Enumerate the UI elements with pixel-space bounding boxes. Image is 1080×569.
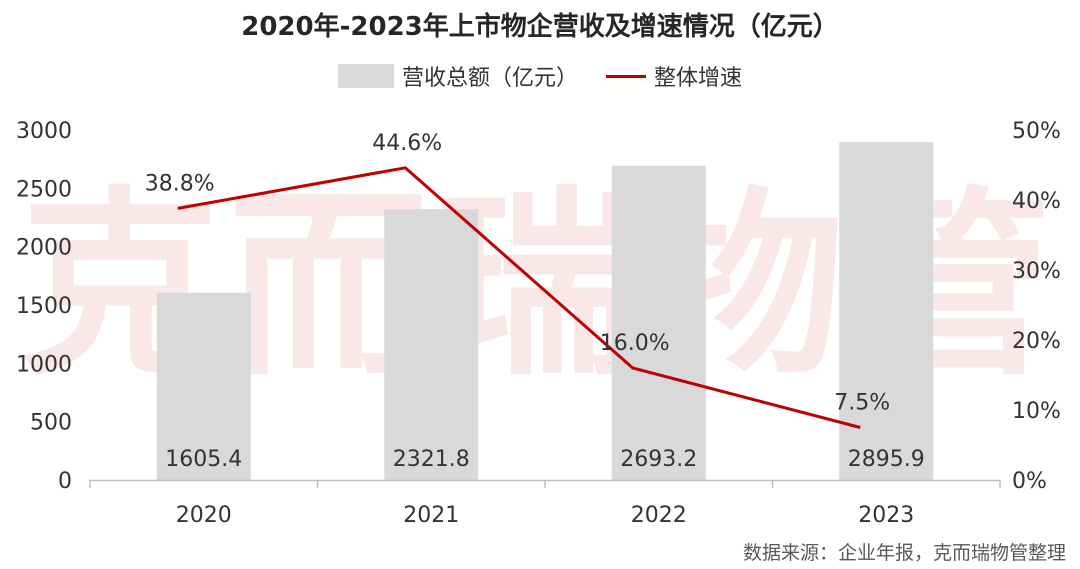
legend: 营收总额（亿元） 整体增速 bbox=[0, 60, 1080, 92]
growth-label-2022: 16.0% bbox=[600, 331, 670, 356]
bar-label-2021: 2321.8 bbox=[393, 447, 470, 472]
x-tick-label-2020: 2020 bbox=[176, 503, 232, 528]
y-tick-label: 2000 bbox=[16, 236, 72, 261]
bar-label-2022: 2693.2 bbox=[620, 447, 697, 472]
growth-label-2020: 38.8% bbox=[145, 171, 215, 196]
y-tick-label: 3000 bbox=[16, 119, 72, 144]
x-tick-label-2021: 2021 bbox=[403, 503, 459, 528]
y2-tick-label: 30% bbox=[1012, 259, 1061, 284]
y-tick-label: 2500 bbox=[16, 177, 72, 202]
growth-line bbox=[177, 166, 861, 429]
bar-2023 bbox=[839, 142, 934, 480]
x-tick-label-2023: 2023 bbox=[858, 503, 914, 528]
y2-tick-label: 20% bbox=[1012, 329, 1061, 354]
y2-tick-label: 50% bbox=[1012, 119, 1061, 144]
bar-label-2020: 1605.4 bbox=[165, 447, 242, 472]
x-tick-label-2022: 2022 bbox=[631, 503, 687, 528]
y-tick-label: 1000 bbox=[16, 352, 72, 377]
legend-item-growth: 整体增速 bbox=[606, 60, 742, 92]
bar-2022 bbox=[611, 165, 706, 480]
y-tick-label: 0 bbox=[58, 469, 72, 494]
y2-tick-label: 10% bbox=[1012, 399, 1061, 424]
y-tick-label: 500 bbox=[30, 411, 72, 436]
legend-swatch-bar bbox=[337, 64, 394, 88]
y-tick-label: 1500 bbox=[16, 294, 72, 319]
growth-label-2023: 7.5% bbox=[834, 391, 890, 416]
bar-2021 bbox=[384, 209, 479, 480]
y2-tick-label: 0% bbox=[1012, 469, 1047, 494]
data-source-note: 数据来源：企业年报，克而瑞物管整理 bbox=[742, 542, 1066, 564]
legend-item-revenue: 营收总额（亿元） bbox=[337, 60, 578, 92]
chart-title: 2020年-2023年上市物企营收及增速情况（亿元） bbox=[241, 12, 839, 42]
bar-2020 bbox=[156, 292, 251, 480]
bar-label-2023: 2895.9 bbox=[848, 447, 925, 472]
legend-swatch-line bbox=[606, 74, 646, 78]
legend-label-growth: 整体增速 bbox=[654, 66, 743, 91]
growth-label-2021: 44.6% bbox=[372, 131, 442, 156]
y2-tick-label: 40% bbox=[1012, 189, 1061, 214]
legend-label-revenue: 营收总额（亿元） bbox=[401, 66, 578, 91]
